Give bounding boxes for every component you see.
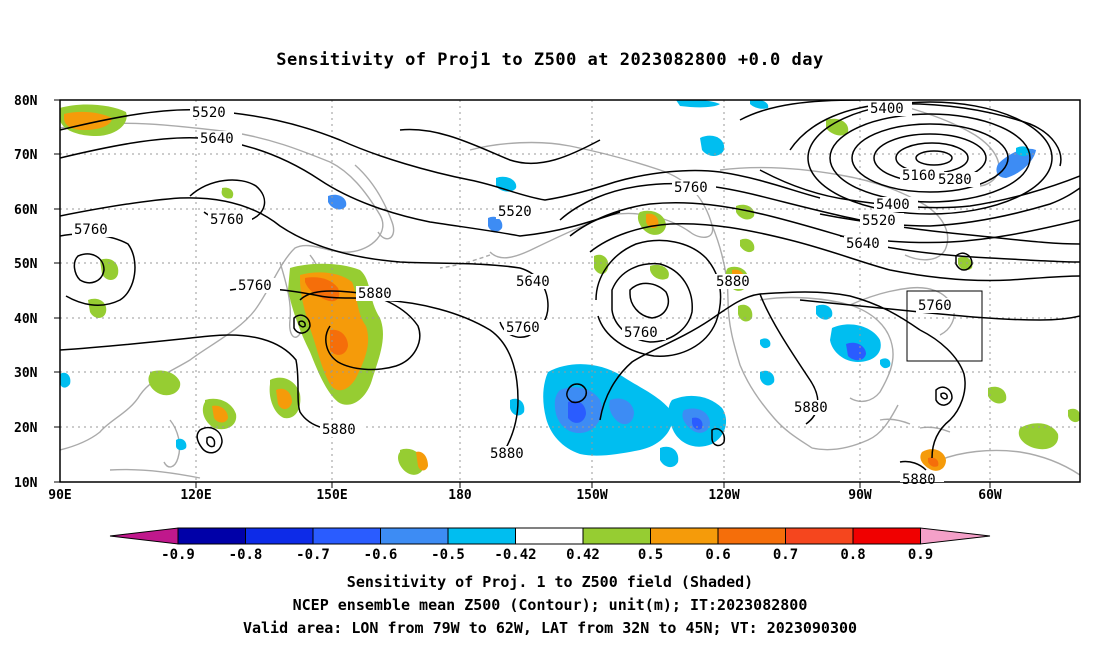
contour-label: 5760 bbox=[238, 278, 272, 294]
lat-label: 20N bbox=[14, 421, 38, 436]
colorbar-tick-label: 0.7 bbox=[773, 547, 798, 563]
lat-label: 40N bbox=[14, 312, 38, 327]
contour-label: 5520 bbox=[498, 204, 532, 220]
lon-label: 150W bbox=[576, 488, 607, 503]
contour-label: 5880 bbox=[794, 400, 828, 416]
contour-label: 5760 bbox=[74, 222, 108, 238]
contour-label: 5400 bbox=[876, 197, 910, 213]
contour-labels: 5520 5640 5760 5760 5760 5880 5880 5880 … bbox=[72, 101, 980, 488]
colorbar-segment bbox=[852, 527, 921, 545]
colorbar-segment bbox=[245, 527, 314, 545]
colorbar-tick-label: 0.9 bbox=[908, 547, 933, 563]
contour-label: 5760 bbox=[624, 325, 658, 341]
lat-axis: 80N 70N 60N 50N 40N 30N 20N 10N bbox=[14, 94, 60, 491]
colorbar: -0.9 -0.8 -0.7 -0.6 -0.5 -0.42 0.42 0.5 0.6 0.7 0.… bbox=[109, 527, 991, 563]
lat-label: 70N bbox=[14, 148, 38, 163]
map-frame bbox=[59, 99, 1081, 483]
contour-label: 5760 bbox=[674, 180, 708, 196]
colorbar-right-arrow bbox=[920, 527, 991, 545]
lon-label: 90E bbox=[48, 488, 71, 503]
colorbar-segment bbox=[515, 527, 584, 545]
colorbar-tick-label: 0.6 bbox=[705, 547, 730, 563]
contour-label: 5520 bbox=[192, 105, 226, 121]
contour-label: 5640 bbox=[846, 236, 880, 252]
lat-label: 50N bbox=[14, 257, 38, 272]
colorbar-segment bbox=[447, 527, 516, 545]
colorbar-left-arrow bbox=[109, 527, 179, 545]
colorbar-tick-label: 0.8 bbox=[840, 547, 865, 563]
map-title: Sensitivity of Proj1 to Z500 at 20230828… bbox=[276, 50, 824, 70]
colorbar-segment bbox=[380, 527, 449, 545]
contour-label: 5880 bbox=[902, 472, 936, 488]
colorbar-tick-label: -0.8 bbox=[229, 547, 263, 563]
lon-label: 60W bbox=[978, 488, 1002, 503]
contour-label: 5640 bbox=[516, 274, 550, 290]
lat-label: 60N bbox=[14, 203, 38, 218]
colorbar-segment bbox=[582, 527, 651, 545]
lon-axis: 90E 120E 150E 180 150W 120W 90W 60W bbox=[48, 482, 1002, 503]
lat-label: 10N bbox=[14, 476, 38, 491]
contour-label: 5640 bbox=[200, 131, 234, 147]
lat-label: 30N bbox=[14, 366, 38, 381]
contour-label: 5520 bbox=[862, 213, 896, 229]
contour-label: 5760 bbox=[506, 320, 540, 336]
contour-label: 5400 bbox=[870, 101, 904, 117]
contour-label: 5880 bbox=[490, 446, 524, 462]
lon-label: 150E bbox=[316, 488, 347, 503]
sensitivity-shading bbox=[60, 100, 1080, 475]
colorbar-segment bbox=[717, 527, 786, 545]
lon-label: 90W bbox=[848, 488, 872, 503]
colorbar-segment bbox=[312, 527, 381, 545]
caption-line-3: Valid area: LON from 79W to 62W, LAT fro… bbox=[242, 619, 858, 637]
lon-label: 120E bbox=[180, 488, 211, 503]
valid-area-box bbox=[906, 290, 983, 362]
colorbar-tick-label: -0.42 bbox=[494, 547, 536, 563]
contour-label: 5760 bbox=[210, 212, 244, 228]
colorbar-segment bbox=[785, 527, 854, 545]
colorbar-segment bbox=[177, 527, 246, 545]
colorbar-tick-label: 0.42 bbox=[566, 547, 600, 563]
lon-label: 120W bbox=[708, 488, 739, 503]
contour-label: 5880 bbox=[322, 422, 356, 438]
contour-label: 5880 bbox=[716, 274, 750, 290]
caption-line-2: NCEP ensemble mean Z500 (Contour); unit(… bbox=[292, 596, 808, 614]
contour-label: 5880 bbox=[358, 286, 392, 302]
colorbar-tick-label: -0.9 bbox=[161, 547, 195, 563]
colorbar-tick-label: 0.5 bbox=[638, 547, 663, 563]
contour-label: 5280 bbox=[938, 172, 972, 188]
contour-label: 5160 bbox=[902, 168, 936, 184]
caption-line-1: Sensitivity of Proj. 1 to Z500 field (Sh… bbox=[346, 573, 754, 591]
colorbar-tick-label: -0.7 bbox=[296, 547, 330, 563]
graticule bbox=[60, 100, 1080, 482]
colorbar-tick-label: -0.5 bbox=[431, 547, 465, 563]
lon-label: 180 bbox=[448, 488, 472, 503]
colorbar-tick-label: -0.6 bbox=[364, 547, 398, 563]
colorbar-segment bbox=[650, 527, 719, 545]
contour-label: 5760 bbox=[918, 298, 952, 314]
lat-label: 80N bbox=[14, 94, 38, 109]
